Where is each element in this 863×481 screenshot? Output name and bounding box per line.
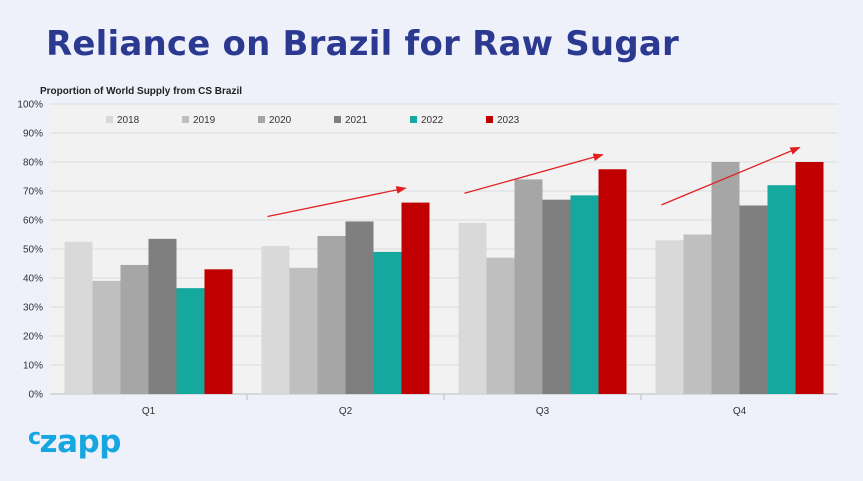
y-tick-label: 30% [23, 303, 43, 314]
x-tick-label-Q2: Q2 [339, 406, 353, 417]
chart-title: Proportion of World Supply from CS Brazi… [40, 86, 242, 97]
y-tick-label: 50% [23, 245, 43, 256]
bar-Q3-2018 [458, 222, 487, 394]
bar-Q4-2021 [739, 205, 768, 394]
x-tick-label-Q3: Q3 [536, 406, 550, 417]
y-tick-label: 0% [29, 390, 44, 401]
y-tick-label: 90% [23, 129, 43, 140]
legend-label-2022: 2022 [421, 115, 444, 126]
bar-Q1-2018 [64, 241, 93, 394]
bar-Q3-2022 [570, 195, 599, 394]
bar-Q1-2023 [204, 269, 233, 394]
bar-Q4-2018 [655, 240, 684, 394]
bar-Q4-2020 [711, 162, 740, 394]
x-tick-label-Q1: Q1 [142, 406, 156, 417]
legend-label-2020: 2020 [269, 115, 292, 126]
logo-prefix: c [28, 425, 41, 450]
bar-Q2-2022 [373, 251, 402, 394]
bar-Q1-2020 [120, 264, 149, 394]
legend-swatch-2022 [410, 116, 417, 123]
bar-Q2-2018 [261, 246, 290, 394]
legend: 2018 2019 2020 2021 2022 2023 [106, 115, 520, 126]
bar-Q1-2022 [176, 288, 205, 394]
page-title: Reliance on Brazil for Raw Sugar [46, 24, 679, 64]
legend-swatch-2018 [106, 116, 113, 123]
legend-swatch-2021 [334, 116, 341, 123]
bar-Q4-2022 [767, 185, 796, 394]
trend-arrows [267, 146, 801, 218]
bar-Q2-2020 [317, 235, 346, 394]
bar-Q2-2019 [289, 267, 318, 394]
bar-Q3-2020 [514, 179, 543, 394]
bar-Q3-2021 [542, 199, 571, 394]
chart-container: Proportion of World Supply from CS Brazi… [0, 78, 863, 428]
bar-Q4-2023 [795, 162, 824, 394]
y-axis-ticks: 0% 10% 20% 30% 40% 50% 60% 70% 80% 90% 100% [17, 100, 43, 401]
y-tick-label: 100% [17, 100, 43, 111]
y-tick-label: 20% [23, 332, 43, 343]
legend-label-2018: 2018 [117, 115, 140, 126]
bar-Q2-2023 [401, 202, 430, 394]
logo-main: zapp [39, 424, 122, 460]
bars [64, 162, 824, 394]
trend-arrow-Q2 [267, 186, 407, 218]
y-tick-label: 80% [23, 158, 43, 169]
legend-label-2021: 2021 [345, 115, 368, 126]
bar-Q1-2019 [92, 280, 121, 394]
y-tick-label: 70% [23, 187, 43, 198]
trend-arrow-Q3 [464, 153, 604, 194]
y-tick-label: 40% [23, 274, 43, 285]
bar-Q3-2019 [486, 257, 515, 394]
legend-swatch-2023 [486, 116, 493, 123]
y-tick-label: 60% [23, 216, 43, 227]
bar-Q1-2021 [148, 238, 177, 394]
bar-Q2-2021 [345, 221, 374, 394]
legend-label-2023: 2023 [497, 115, 520, 126]
czapp-logo: czapp [28, 424, 121, 460]
legend-swatch-2020 [258, 116, 265, 123]
x-axis-ticks: Q1 Q2 Q3 Q4 [142, 394, 747, 417]
trend-arrow-Q4 [661, 146, 801, 206]
bar-Q3-2023 [598, 169, 627, 394]
legend-swatch-2019 [182, 116, 189, 123]
x-tick-label-Q4: Q4 [733, 406, 747, 417]
legend-label-2019: 2019 [193, 115, 216, 126]
bar-chart: Proportion of World Supply from CS Brazi… [17, 86, 838, 417]
y-tick-label: 10% [23, 361, 43, 372]
bar-Q4-2019 [683, 234, 712, 394]
